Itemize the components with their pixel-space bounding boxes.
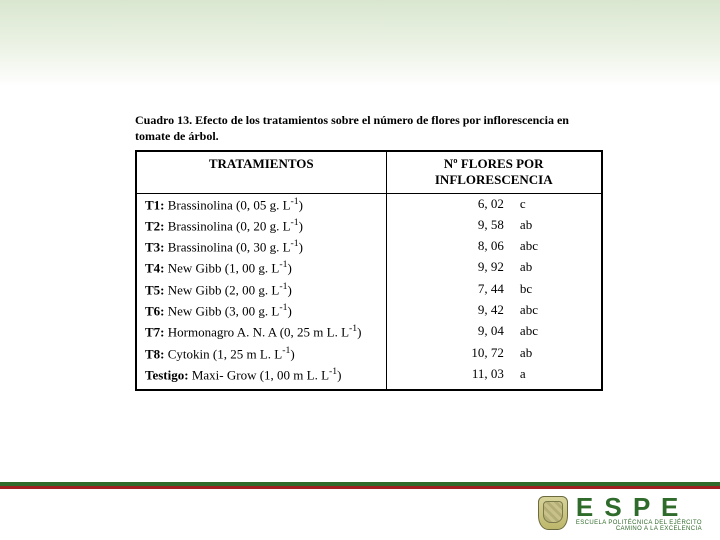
table-row: T6: New Gibb (3, 00 g. L-1)9, 42abc	[136, 300, 602, 321]
logo-big: E S P E	[576, 494, 702, 520]
table-row: T2: Brassinolina (0, 20 g. L-1)9, 58ab	[136, 215, 602, 236]
header-treatments: TRATAMIENTOS	[136, 151, 386, 193]
value-cell: 9, 92	[386, 257, 512, 278]
group-cell: c	[512, 193, 602, 215]
group-cell: ab	[512, 215, 602, 236]
value-cell: 9, 42	[386, 300, 512, 321]
treatment-cell: T2: Brassinolina (0, 20 g. L-1)	[136, 215, 386, 236]
logo-text: E S P E ESCUELA POLITÉCNICA DEL EJÉRCITO…	[576, 494, 702, 532]
treatments-table: TRATAMIENTOS Nº FLORES POR INFLORESCENCI…	[135, 150, 603, 391]
group-cell: abc	[512, 236, 602, 257]
table-row: T1: Brassinolina (0, 05 g. L-1)6, 02c	[136, 193, 602, 215]
table-row: T7: Hormonagro A. N. A (0, 25 m L. L-1)9…	[136, 321, 602, 342]
treatment-cell: T4: New Gibb (1, 00 g. L-1)	[136, 257, 386, 278]
group-cell: ab	[512, 343, 602, 364]
footer-line-red	[0, 486, 720, 489]
footer-divider	[0, 482, 720, 490]
group-cell: abc	[512, 321, 602, 342]
value-cell: 9, 04	[386, 321, 512, 342]
table-row: T3: Brassinolina (0, 30 g. L-1)8, 06abc	[136, 236, 602, 257]
value-cell: 7, 44	[386, 279, 512, 300]
treatment-cell: T5: New Gibb (2, 00 g. L-1)	[136, 279, 386, 300]
header-gradient-band	[0, 0, 720, 86]
value-cell: 11, 03	[386, 364, 512, 390]
treatment-cell: T6: New Gibb (3, 00 g. L-1)	[136, 300, 386, 321]
table-row: T8: Cytokin (1, 25 m L. L-1)10, 72ab	[136, 343, 602, 364]
table-caption: Cuadro 13. Efecto de los tratamientos so…	[135, 112, 595, 144]
treatment-cell: T7: Hormonagro A. N. A (0, 25 m L. L-1)	[136, 321, 386, 342]
table-row: T4: New Gibb (1, 00 g. L-1)9, 92ab	[136, 257, 602, 278]
group-cell: ab	[512, 257, 602, 278]
value-cell: 10, 72	[386, 343, 512, 364]
crest-icon	[538, 496, 568, 530]
espe-logo: E S P E ESCUELA POLITÉCNICA DEL EJÉRCITO…	[538, 494, 702, 532]
logo-sub2: CAMINO A LA EXCELENCIA	[576, 526, 702, 532]
value-cell: 8, 06	[386, 236, 512, 257]
treatment-cell: T1: Brassinolina (0, 05 g. L-1)	[136, 193, 386, 215]
table-row: T5: New Gibb (2, 00 g. L-1)7, 44bc	[136, 279, 602, 300]
treatment-cell: T3: Brassinolina (0, 30 g. L-1)	[136, 236, 386, 257]
group-cell: a	[512, 364, 602, 390]
value-cell: 6, 02	[386, 193, 512, 215]
group-cell: abc	[512, 300, 602, 321]
value-cell: 9, 58	[386, 215, 512, 236]
header-flowers-line1: Nº FLORES POR	[444, 156, 544, 171]
header-flowers: Nº FLORES POR INFLORESCENCIA	[386, 151, 602, 193]
header-flowers-line2: INFLORESCENCIA	[435, 172, 553, 187]
treatment-cell: Testigo: Maxi- Grow (1, 00 m L. L-1)	[136, 364, 386, 390]
treatment-cell: T8: Cytokin (1, 25 m L. L-1)	[136, 343, 386, 364]
table-row: Testigo: Maxi- Grow (1, 00 m L. L-1)11, …	[136, 364, 602, 390]
group-cell: bc	[512, 279, 602, 300]
